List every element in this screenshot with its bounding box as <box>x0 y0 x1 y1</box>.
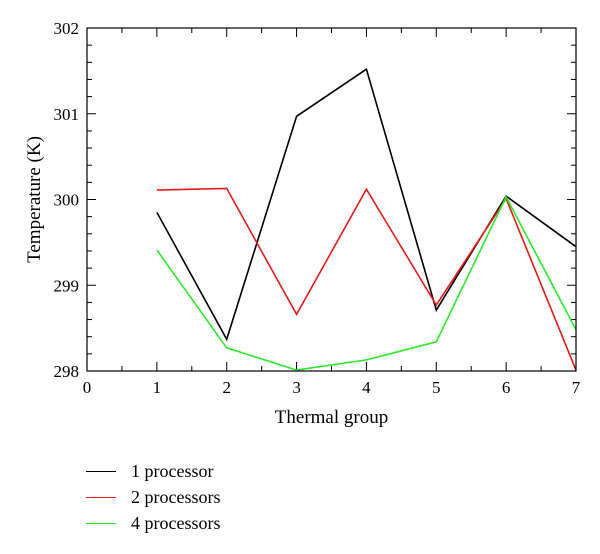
x-tick-label-3: 3 <box>292 378 301 397</box>
ticks-layer <box>86 27 577 372</box>
y-tick-label-299: 299 <box>54 276 80 295</box>
x-tick-label-4: 4 <box>362 378 371 397</box>
series-line-4-processors <box>156 195 577 371</box>
legend-label-4-processors: 4 processors <box>131 512 221 533</box>
x-tick-label-7: 7 <box>572 378 581 397</box>
x-tick-label-2: 2 <box>222 378 231 397</box>
labels-layer: 0 1 2 3 4 5 6 7 298 299 300 301 302 <box>54 19 581 397</box>
legend-swatch-1-processor <box>86 470 116 472</box>
x-tick-label-5: 5 <box>432 378 441 397</box>
x-axis-title: Thermal group <box>275 407 388 428</box>
series-line-2-processors <box>156 187 577 371</box>
series-layer <box>156 67 577 371</box>
y-tick-label-298: 298 <box>54 362 80 381</box>
legend-label-1-processor: 1 processor <box>131 460 214 481</box>
x-tick-label-1: 1 <box>153 378 162 397</box>
y-tick-label-302: 302 <box>54 19 80 38</box>
line-chart: 0 1 2 3 4 5 6 7 298 299 300 301 302 Thermal group Te… <box>24 19 581 428</box>
legend-swatch-4-processors <box>86 522 116 524</box>
legend-item-1-processor: 1 processor <box>86 458 220 484</box>
x-tick-label-6: 6 <box>502 378 511 397</box>
x-tick-label-0: 0 <box>83 378 92 397</box>
legend: 1 processor 2 processors 4 processors <box>86 458 220 536</box>
series-line-1-processor <box>156 67 577 342</box>
legend-item-4-processors: 4 processors <box>86 510 220 536</box>
y-tick-label-301: 301 <box>54 105 80 124</box>
y-tick-label-300: 300 <box>54 191 80 210</box>
y-axis-title: Temperature (K) <box>24 136 45 263</box>
legend-item-2-processors: 2 processors <box>86 484 220 510</box>
legend-label-2-processors: 2 processors <box>131 486 221 507</box>
legend-swatch-2-processors <box>86 496 116 498</box>
plot-frame <box>86 27 577 372</box>
